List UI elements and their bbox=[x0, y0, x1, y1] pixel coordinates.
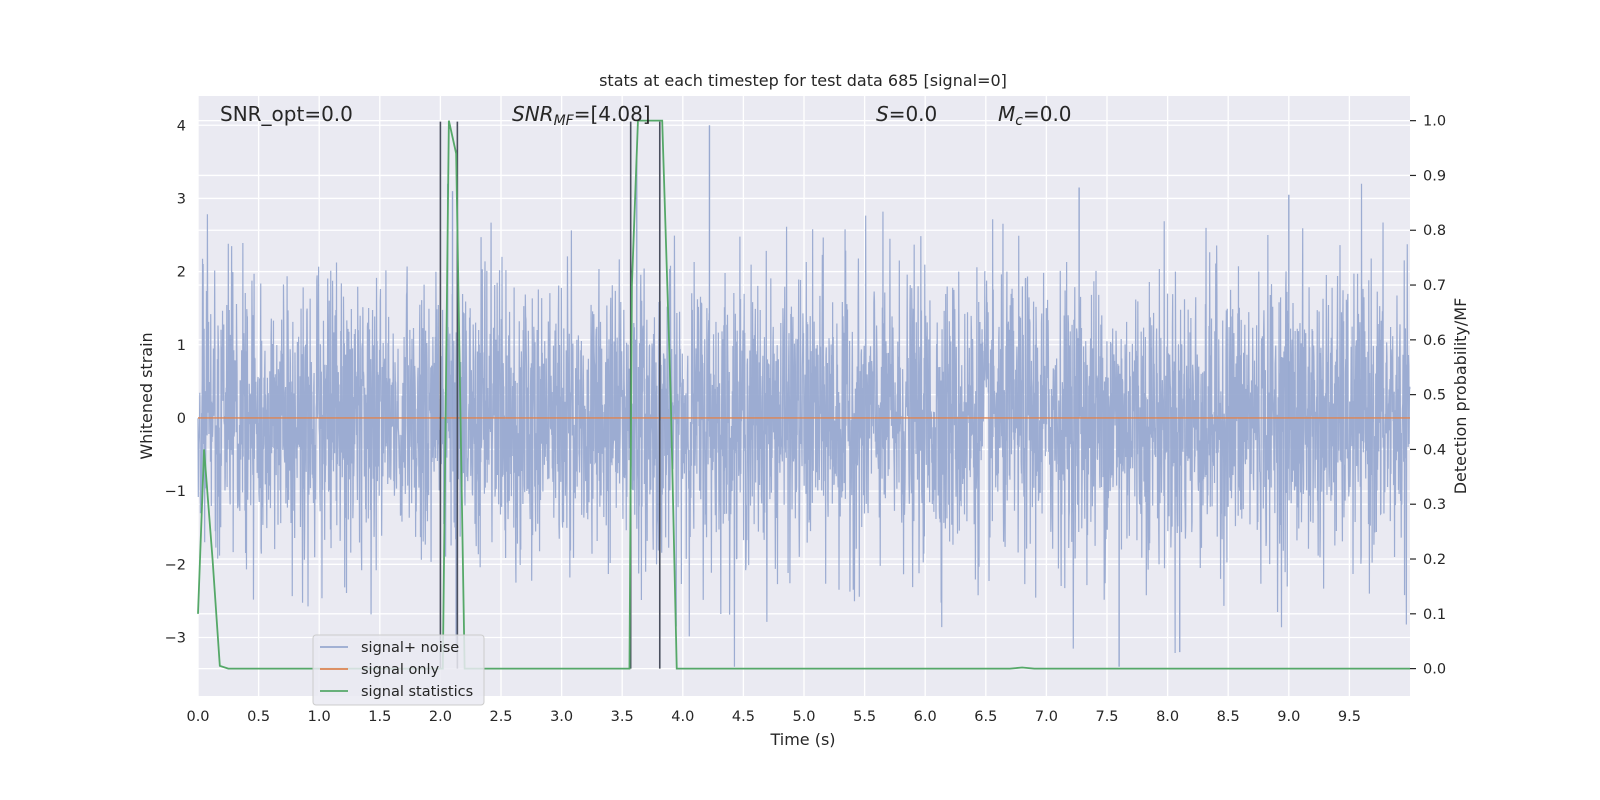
y-tick-label: −3 bbox=[165, 630, 186, 646]
y-tick-label: −2 bbox=[165, 557, 186, 573]
y-tick-label: 4 bbox=[177, 118, 186, 134]
legend-label-signal-statistics: signal statistics bbox=[361, 684, 473, 700]
mc-sub: c bbox=[1015, 113, 1023, 129]
s-main: S bbox=[876, 102, 889, 126]
y-tick-label: −1 bbox=[165, 484, 186, 500]
x-tick-label: 3.0 bbox=[550, 709, 573, 725]
y-axis-label: Whitened strain bbox=[137, 332, 156, 459]
legend-box bbox=[312, 634, 485, 706]
y-tick-label: 1 bbox=[177, 338, 186, 354]
y-right-tick-label: 0.3 bbox=[1423, 497, 1446, 513]
x-axis-label: Time (s) bbox=[769, 730, 835, 749]
signal-statistics-series bbox=[197, 119, 1410, 670]
signal-statistics-line bbox=[197, 119, 1410, 670]
x-tick-label: 7.0 bbox=[1035, 709, 1058, 725]
y-right-tick-label: 0.9 bbox=[1423, 168, 1446, 184]
y-axis-ticks: 4 3 2 1 0 −1 −2 −3 bbox=[165, 118, 186, 646]
x-tick-label: 0.5 bbox=[247, 709, 270, 725]
x-tick-label: 1.5 bbox=[368, 709, 391, 725]
mc-main: M bbox=[998, 102, 1015, 126]
x-tick-label: 5.0 bbox=[792, 709, 815, 725]
s-annotation: S=0.0 bbox=[876, 102, 937, 126]
y-tick-label: 2 bbox=[177, 265, 186, 281]
legend-label-signal-noise: signal+ noise bbox=[361, 640, 459, 656]
x-tick-label: 3.5 bbox=[611, 709, 634, 725]
y-right-tick-label: 0.5 bbox=[1423, 388, 1446, 404]
y-right-tick-label: 0.2 bbox=[1423, 552, 1446, 568]
y-right-tick-label: 0.0 bbox=[1423, 662, 1446, 678]
s-value: =0.0 bbox=[889, 102, 938, 126]
y-right-tick-label: 0.8 bbox=[1423, 223, 1446, 239]
mc-value: =0.0 bbox=[1023, 102, 1072, 126]
chart-title: stats at each timestep for test data 685… bbox=[599, 71, 1007, 90]
x-tick-label: 8.5 bbox=[1217, 709, 1240, 725]
x-tick-label: 1.0 bbox=[308, 709, 331, 725]
signal-noise-series bbox=[197, 125, 1411, 667]
x-tick-label: 9.5 bbox=[1338, 709, 1361, 725]
y-tick-label: 0 bbox=[177, 411, 186, 427]
x-tick-label: 5.5 bbox=[853, 709, 876, 725]
y-right-axis-label: Detection probability/MF bbox=[1451, 298, 1470, 495]
snr-mf-main: SNR bbox=[512, 102, 554, 126]
snr-mf-annotation: SNRMF=[4.08] bbox=[512, 102, 651, 129]
snr-opt-annotation: SNR_opt=0.0 bbox=[220, 102, 353, 126]
signal-noise-line bbox=[197, 183, 1411, 667]
y-right-tick-label: 0.1 bbox=[1423, 607, 1446, 623]
x-tick-label: 9.0 bbox=[1277, 709, 1300, 725]
snr-mf-sub: MF bbox=[554, 113, 575, 129]
y-tick-label: 3 bbox=[177, 191, 186, 207]
y-right-axis-ticks: 1.0 0.9 0.8 0.7 0.6 0.5 0.4 0.3 0.2 0.1 0.0 bbox=[1410, 114, 1446, 678]
x-tick-label: 4.5 bbox=[732, 709, 755, 725]
x-tick-label: 8.0 bbox=[1156, 709, 1179, 725]
y-right-tick-label: 0.7 bbox=[1423, 278, 1446, 294]
y-right-tick-label: 0.6 bbox=[1423, 333, 1446, 349]
x-tick-label: 7.5 bbox=[1095, 709, 1118, 725]
x-tick-label: 2.5 bbox=[489, 709, 512, 725]
legend: signal+ noise signal only signal statist… bbox=[312, 634, 485, 706]
x-tick-label: 2.0 bbox=[429, 709, 452, 725]
x-tick-label: 6.5 bbox=[974, 709, 997, 725]
mc-annotation: Mc=0.0 bbox=[998, 102, 1072, 129]
y-right-tick-label: 0.4 bbox=[1423, 442, 1446, 458]
legend-label-signal-only: signal only bbox=[361, 662, 440, 678]
y-right-tick-label: 1.0 bbox=[1423, 114, 1446, 130]
x-tick-label: 0.0 bbox=[186, 709, 209, 725]
x-tick-label: 6.0 bbox=[914, 709, 937, 725]
x-tick-label: 4.0 bbox=[671, 709, 694, 725]
x-axis-ticks: 0.0 0.5 1.0 1.5 2.0 2.5 3.0 3.5 4.0 4.5 5.0 5.5 6.0 6… bbox=[186, 709, 1360, 725]
snr-mf-value: =[4.08] bbox=[574, 102, 651, 126]
